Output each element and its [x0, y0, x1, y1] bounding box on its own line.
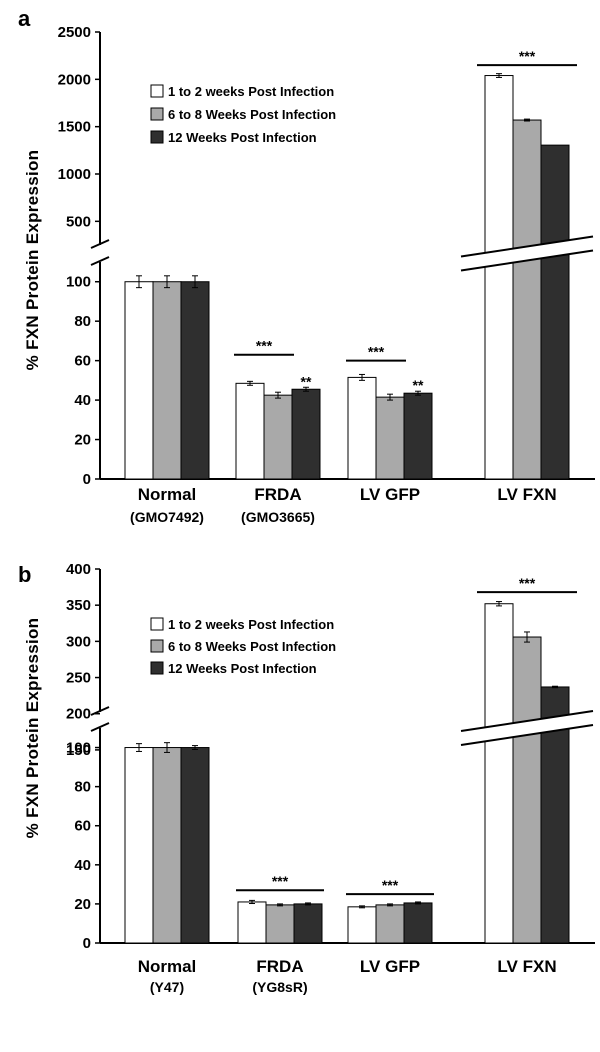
- significance-label: ***: [272, 873, 289, 889]
- bar-break-gap: [461, 236, 593, 271]
- x-category-label: FRDA: [256, 957, 303, 976]
- panel-label: b: [18, 562, 31, 587]
- chart-panel-a: a % FXN Protein Expression 0 20 40 60 80 100 500…: [18, 6, 595, 525]
- y-tick-label: 400: [66, 561, 91, 578]
- bar: [152, 747, 182, 944]
- y-axis-label: % FXN Protein Expression: [23, 150, 42, 371]
- chart-panel-b: b % FXN Protein Expression 0 20 40 60 80 100150…: [18, 561, 595, 995]
- y-tick-label: 60: [74, 353, 91, 370]
- legend-swatch: [150, 130, 164, 144]
- legend-label: 6 to 8 Weeks Post Infection: [168, 639, 336, 654]
- legend-label: 1 to 2 weeks Post Infection: [168, 84, 334, 99]
- axis-break-mark: [90, 706, 110, 716]
- y-tick-label: 2000: [58, 71, 91, 88]
- bar: [403, 392, 433, 480]
- legend-swatch: [150, 84, 164, 98]
- bar: [265, 904, 295, 944]
- x-category-sublabel: (GMO7492): [130, 509, 204, 525]
- y-tick-label: 20: [74, 896, 91, 913]
- bar: [180, 747, 210, 944]
- axis-break-mark: [90, 256, 110, 266]
- y-tick-label: 80: [74, 313, 91, 330]
- y-tick-label: 0: [83, 935, 91, 952]
- x-category-label: Normal: [138, 957, 197, 976]
- y-axis-label: % FXN Protein Expression: [23, 618, 42, 839]
- bar-break-line: [460, 710, 594, 732]
- y-tick-label: 100: [66, 740, 91, 757]
- axis-break-mark: [90, 239, 110, 249]
- y-tick-label: 500: [66, 213, 91, 230]
- bar: [237, 901, 267, 944]
- y-tick-label: 250: [66, 670, 91, 687]
- y-tick-label: 350: [66, 597, 91, 614]
- legend-swatch: [150, 639, 164, 653]
- bar: [152, 281, 182, 480]
- y-tick-label: 40: [74, 857, 91, 874]
- bar-break-line: [460, 724, 594, 746]
- bar: [375, 396, 405, 480]
- bar: [180, 281, 210, 480]
- legend-label: 6 to 8 Weeks Post Infection: [168, 107, 336, 122]
- x-category-label: FRDA: [254, 485, 301, 504]
- legend-swatch: [150, 661, 164, 675]
- bar: [484, 603, 514, 944]
- bar: [263, 394, 293, 480]
- bar-break-line: [460, 235, 594, 258]
- significance-label: **: [301, 373, 312, 389]
- x-category-label: LV GFP: [360, 957, 420, 976]
- x-category-label: LV FXN: [497, 485, 556, 504]
- significance-label: ***: [519, 48, 536, 64]
- y-tick-label: 20: [74, 432, 91, 449]
- bar: [512, 119, 542, 480]
- significance-label: ***: [256, 338, 273, 354]
- legend-label: 12 Weeks Post Infection: [168, 661, 317, 676]
- significance-label: ***: [382, 877, 399, 893]
- bar: [235, 382, 265, 480]
- bar: [347, 376, 377, 480]
- y-tick-label: 100: [66, 274, 91, 291]
- legend-swatch: [150, 107, 164, 121]
- bar: [124, 281, 154, 480]
- legend-swatch: [150, 617, 164, 631]
- x-category-label: LV GFP: [360, 485, 420, 504]
- y-tick-label: 1500: [58, 119, 91, 136]
- significance-label: ***: [368, 344, 385, 360]
- significance-label: **: [413, 377, 424, 393]
- bar-break-line: [460, 249, 594, 272]
- y-tick-label: 200: [66, 706, 91, 723]
- x-category-sublabel: (Y47): [150, 979, 184, 995]
- legend-label: 12 Weeks Post Infection: [168, 130, 317, 145]
- x-category-label: Normal: [138, 485, 197, 504]
- bar: [375, 904, 405, 944]
- y-tick-label: 80: [74, 779, 91, 796]
- bar: [512, 636, 542, 944]
- bar: [291, 388, 321, 480]
- y-tick-label: 40: [74, 392, 91, 409]
- bar: [293, 903, 323, 944]
- bar: [347, 906, 377, 944]
- axis-break-mark: [90, 722, 110, 732]
- y-tick-label: 150: [66, 742, 91, 759]
- bar: [540, 144, 570, 480]
- legend-label: 1 to 2 weeks Post Infection: [168, 617, 334, 632]
- panel-label: a: [18, 6, 31, 31]
- bar-break-gap: [461, 711, 593, 745]
- bar: [403, 902, 433, 944]
- x-category-sublabel: (GMO3665): [241, 509, 315, 525]
- y-tick-label: 60: [74, 818, 91, 835]
- bar: [484, 75, 514, 480]
- y-tick-label: 1000: [58, 166, 91, 183]
- x-category-sublabel: (YG8sR): [252, 979, 307, 995]
- y-tick-label: 2500: [58, 24, 91, 41]
- significance-label: ***: [519, 575, 536, 591]
- y-tick-label: 0: [83, 471, 91, 488]
- y-tick-label: 300: [66, 633, 91, 650]
- x-category-label: LV FXN: [497, 957, 556, 976]
- bar: [124, 747, 154, 944]
